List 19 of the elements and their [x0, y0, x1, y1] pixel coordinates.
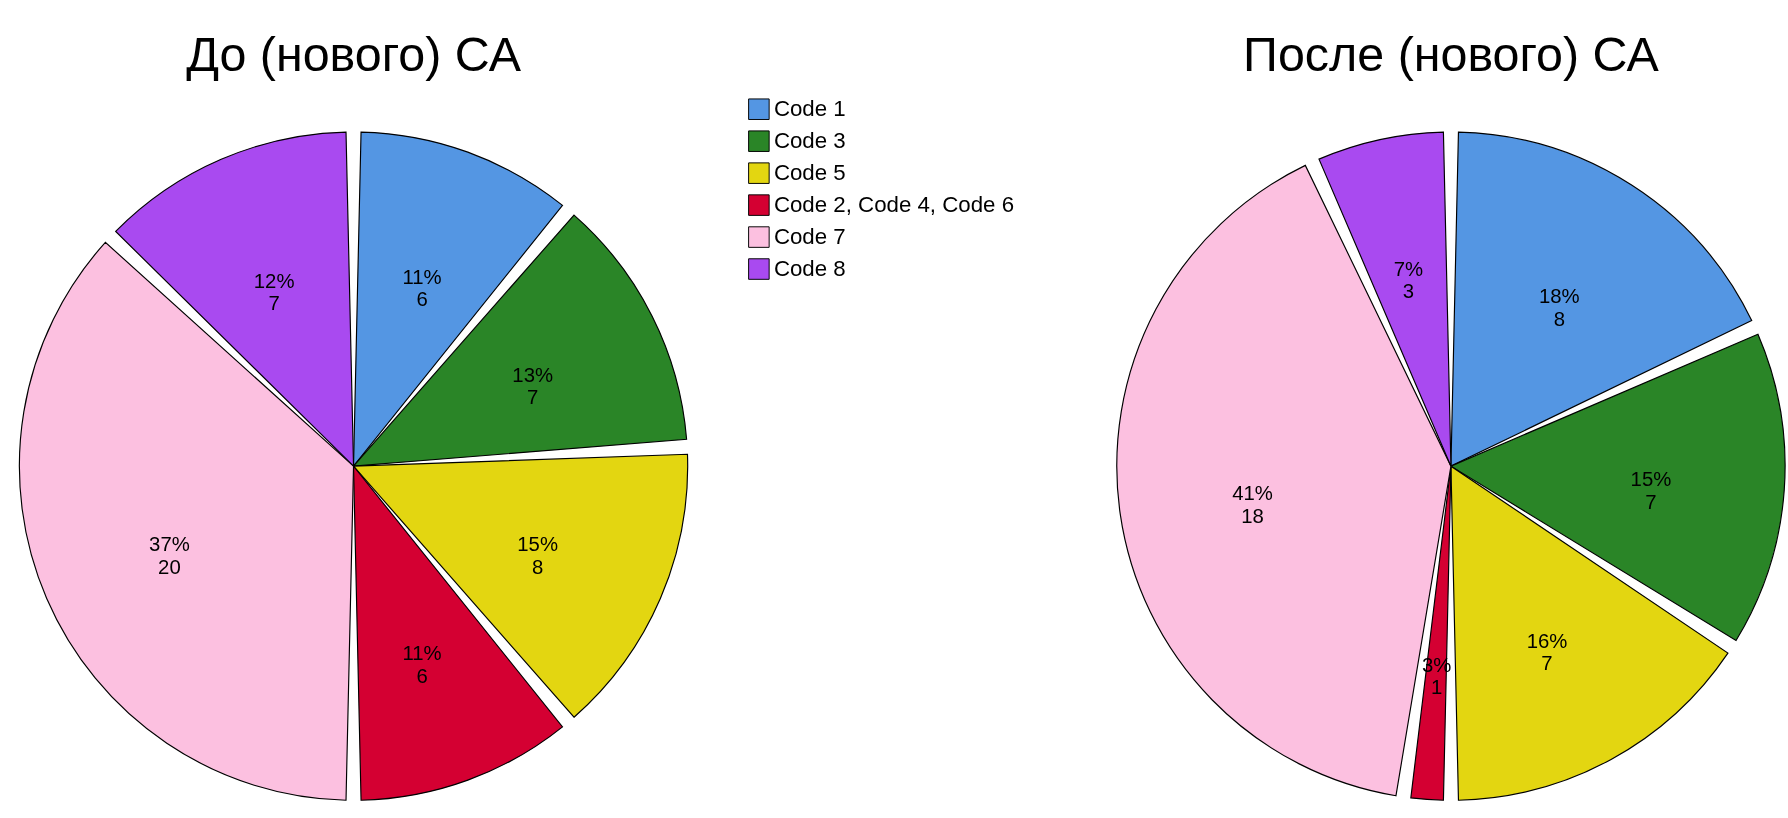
data-label: 15% 7 — [1630, 468, 1672, 513]
legend-label: Code 3 — [773, 127, 846, 153]
data-label: 11% 6 — [402, 265, 442, 310]
chart-title: До (нового) СА — [186, 26, 522, 81]
data-label: 41% 18 — [1232, 482, 1273, 527]
data-label: 12% 7 — [253, 269, 295, 315]
legend-label: Code 8 — [773, 255, 846, 281]
data-label: 13% 7 — [512, 363, 554, 409]
legend-label: Code 2, Code 4, Code 6 — [773, 191, 1015, 217]
legend-label: Code 1 — [773, 96, 846, 121]
legend-label: Code 5 — [773, 159, 846, 185]
data-label: 11% 6 — [402, 642, 442, 687]
data-label: 18% 8 — [1538, 285, 1580, 330]
data-label: 15% 8 — [517, 533, 558, 578]
data-label: 7% 3 — [1393, 258, 1424, 303]
data-label: 37% 20 — [149, 533, 190, 578]
data-label: 16% 7 — [1526, 629, 1568, 675]
legend-label: Code 7 — [773, 223, 846, 249]
chart-title: После (нового) СА — [1243, 26, 1660, 81]
